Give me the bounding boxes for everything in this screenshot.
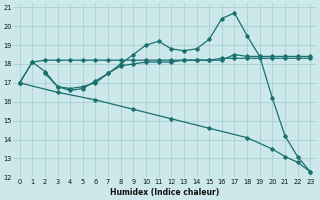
X-axis label: Humidex (Indice chaleur): Humidex (Indice chaleur) — [110, 188, 220, 197]
